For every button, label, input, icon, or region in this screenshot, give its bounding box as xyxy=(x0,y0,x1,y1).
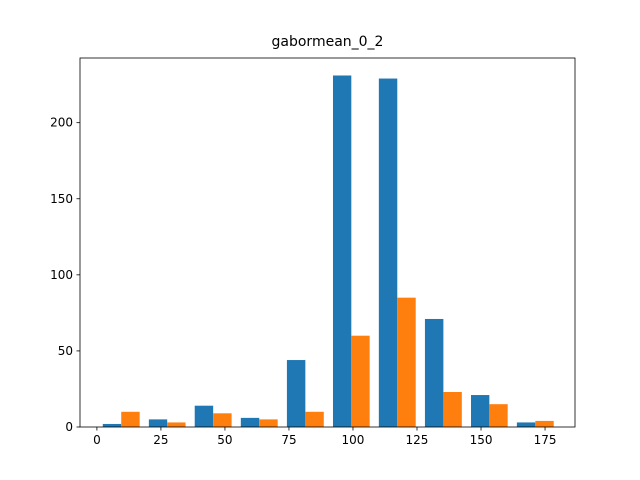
bar xyxy=(194,405,214,427)
y-tick-label: 150 xyxy=(50,192,73,206)
bar xyxy=(443,392,462,427)
bar xyxy=(332,75,352,428)
x-tick-label: 25 xyxy=(153,433,168,447)
x-tick-label: 150 xyxy=(470,433,493,447)
bar xyxy=(102,423,122,427)
bar xyxy=(121,411,140,427)
bar xyxy=(351,335,370,427)
bar xyxy=(259,419,278,427)
bar xyxy=(471,395,490,427)
y-tick-label: 0 xyxy=(65,420,73,434)
x-tick-label: 0 xyxy=(93,433,101,447)
y-tick-label: 100 xyxy=(50,268,73,282)
bar xyxy=(213,413,232,427)
y-tick-label: 200 xyxy=(50,116,73,130)
bar xyxy=(489,404,508,427)
x-tick-label: 125 xyxy=(406,433,429,447)
plot-frame xyxy=(79,57,576,428)
bar xyxy=(286,360,306,427)
chart-title: gabormean_0_2 xyxy=(272,34,384,50)
bar xyxy=(397,297,416,427)
bar xyxy=(167,422,186,427)
bar xyxy=(424,318,444,427)
bar xyxy=(516,422,536,427)
y-tick-label: 50 xyxy=(58,344,73,358)
bar xyxy=(148,419,168,427)
x-tick-label: 75 xyxy=(281,433,296,447)
bar xyxy=(535,420,554,427)
x-tick-label: 175 xyxy=(534,433,557,447)
x-tick-label: 50 xyxy=(217,433,232,447)
bar xyxy=(378,78,398,427)
bar xyxy=(305,411,324,427)
x-tick-label: 100 xyxy=(342,433,365,447)
bar xyxy=(240,417,260,427)
